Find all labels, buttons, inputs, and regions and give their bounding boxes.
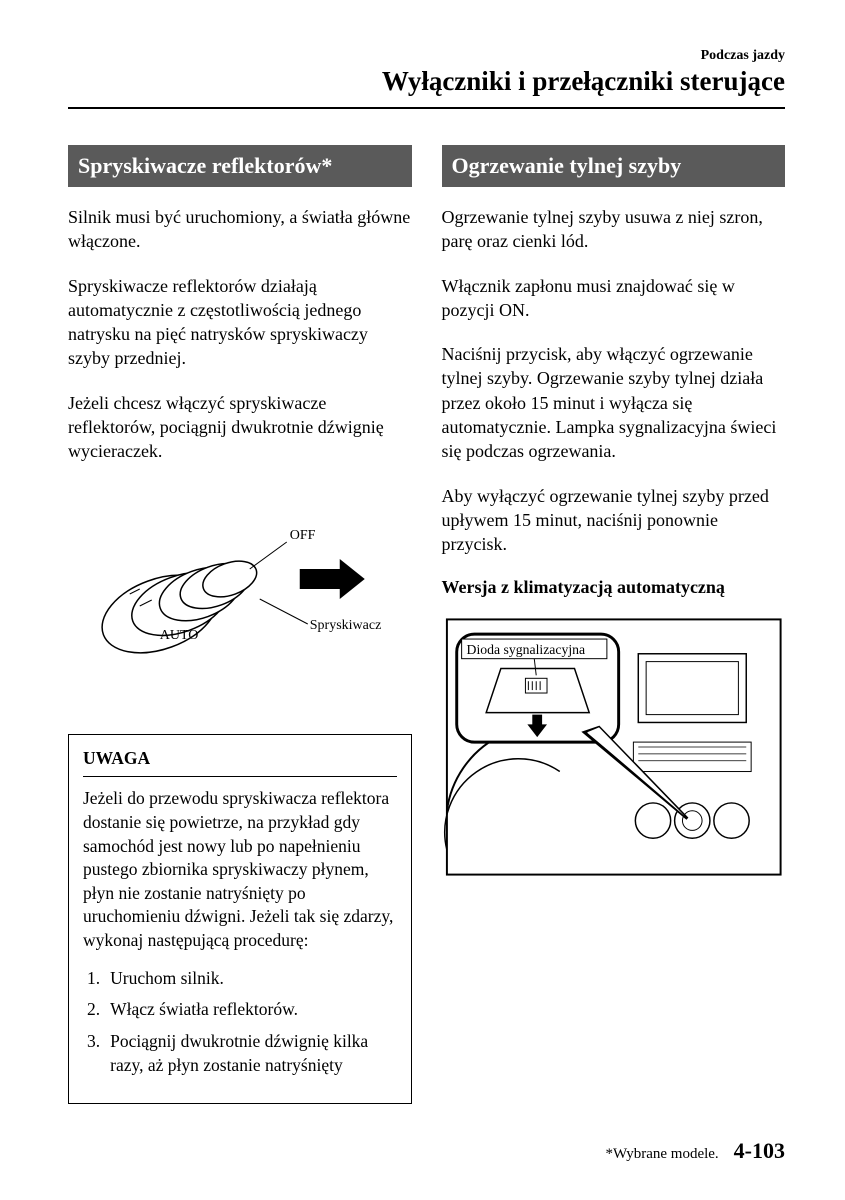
- page-header: Podczas jazdy Wyłączniki i przełączniki …: [68, 48, 785, 109]
- note-num: 2.: [87, 998, 100, 1022]
- left-p1: Silnik musi być uruchomiony, a światła g…: [68, 205, 412, 254]
- right-p4: Aby wyłączyć ogrzewanie tylnej szyby prz…: [442, 484, 786, 557]
- right-p1: Ogrzewanie tylnej szyby usuwa z niej szr…: [442, 205, 786, 254]
- note-body: Jeżeli do przewodu spryskiwacza reflekto…: [83, 787, 397, 952]
- left-p3: Jeżeli chcesz włączyć spryskiwacze refle…: [68, 391, 412, 464]
- page-number: 4-103: [734, 1138, 785, 1163]
- right-subheading: Wersja z klimatyzacją automatyczną: [442, 577, 786, 598]
- note-item-1: 1. Uruchom silnik.: [87, 967, 397, 991]
- note-item-2: 2. Włącz światła reflektorów.: [87, 998, 397, 1022]
- note-num: 3.: [87, 1030, 100, 1077]
- right-heading: Ogrzewanie tylnej szyby: [442, 145, 786, 187]
- washer-label: Spryskiwacz: [310, 618, 382, 633]
- wiper-stalk-figure: AUTO OFF Spryskiwacz: [68, 494, 412, 694]
- note-item-text: Włącz światła reflektorów.: [110, 998, 298, 1022]
- header-section: Podczas jazdy: [68, 48, 785, 64]
- diode-label: Dioda sygnalizacyjna: [466, 641, 585, 656]
- note-item-3: 3. Pociągnij dwukrotnie dźwignię kilka r…: [87, 1030, 397, 1077]
- left-column: Spryskiwacze reflektorów* Silnik musi by…: [68, 145, 412, 1104]
- right-column: Ogrzewanie tylnej szyby Ogrzewanie tylne…: [442, 145, 786, 1104]
- content-columns: Spryskiwacze reflektorów* Silnik musi by…: [68, 145, 785, 1104]
- note-item-text: Pociągnij dwukrotnie dźwignię kilka razy…: [110, 1030, 396, 1077]
- note-title: UWAGA: [83, 747, 397, 778]
- right-p3: Naciśnij przycisk, aby włączyć ogrzewani…: [442, 342, 786, 463]
- header-title: Wyłączniki i przełączniki sterujące: [68, 66, 785, 97]
- footer-note: *Wybrane modele.: [605, 1146, 718, 1162]
- note-item-text: Uruchom silnik.: [110, 967, 224, 991]
- right-p2: Włącznik zapłonu musi znajdować się w po…: [442, 274, 786, 323]
- svg-text:AUTO: AUTO: [160, 628, 199, 643]
- defogger-figure: Dioda sygnalizacyjna: [442, 612, 786, 882]
- note-num: 1.: [87, 967, 100, 991]
- left-heading: Spryskiwacze reflektorów*: [68, 145, 412, 187]
- page-footer: *Wybrane modele. 4-103: [68, 1138, 785, 1164]
- off-label: OFF: [290, 528, 316, 543]
- note-list: 1. Uruchom silnik. 2. Włącz światła refl…: [83, 967, 397, 1078]
- left-p2: Spryskiwacze reflektorów działają automa…: [68, 274, 412, 371]
- note-box: UWAGA Jeżeli do przewodu spryskiwacza re…: [68, 734, 412, 1105]
